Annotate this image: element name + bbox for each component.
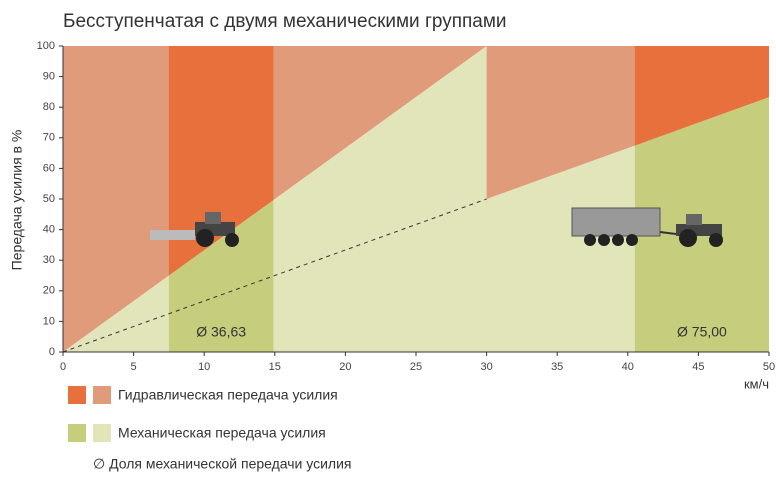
legend-label: Гидравлическая передача усилия <box>118 387 338 403</box>
x-tick-label: 0 <box>60 361 66 373</box>
legend-swatch <box>93 424 111 442</box>
average-label: Ø 36,63 <box>196 324 246 340</box>
legend-swatch <box>68 386 86 404</box>
x-tick-label: 25 <box>410 361 422 373</box>
y-tick-label: 90 <box>43 71 55 83</box>
y-tick-label: 40 <box>43 224 55 236</box>
x-tick-label: 10 <box>198 361 210 373</box>
legend-swatch <box>93 386 111 404</box>
y-tick-label: 50 <box>43 193 55 205</box>
y-tick-label: 20 <box>43 285 55 297</box>
x-tick-label: 40 <box>622 361 634 373</box>
y-axis-label: Передача усилия в % <box>9 130 25 271</box>
y-tick-label: 100 <box>37 40 55 52</box>
average-label: Ø 75,00 <box>677 324 727 340</box>
page: {"chart_data": {"type": "area", "title":… <box>0 0 776 502</box>
legend-label: Механическая передача усилия <box>118 425 326 441</box>
y-tick-label: 80 <box>43 101 55 113</box>
x-tick-label: 15 <box>269 361 281 373</box>
y-tick-label: 70 <box>43 132 55 144</box>
x-axis-label: км/ч <box>744 376 769 391</box>
x-tick-label: 5 <box>131 361 137 373</box>
legend-note: ∅ Доля механической передачи усилия <box>93 456 352 472</box>
chart: Бесступенчатая с двумя механическими гру… <box>0 0 776 502</box>
x-tick-label: 50 <box>763 361 775 373</box>
chart-title: Бесступенчатая с двумя механическими гру… <box>63 11 507 32</box>
y-tick-label: 30 <box>43 254 55 266</box>
x-tick-label: 20 <box>339 361 351 373</box>
y-tick-label: 0 <box>49 346 55 358</box>
plot-area <box>63 46 769 352</box>
x-tick-label: 30 <box>480 361 492 373</box>
x-tick-label: 35 <box>551 361 563 373</box>
x-tick-label: 45 <box>692 361 704 373</box>
y-tick-label: 60 <box>43 162 55 174</box>
legend-swatch <box>68 424 86 442</box>
y-tick-label: 10 <box>43 315 55 327</box>
